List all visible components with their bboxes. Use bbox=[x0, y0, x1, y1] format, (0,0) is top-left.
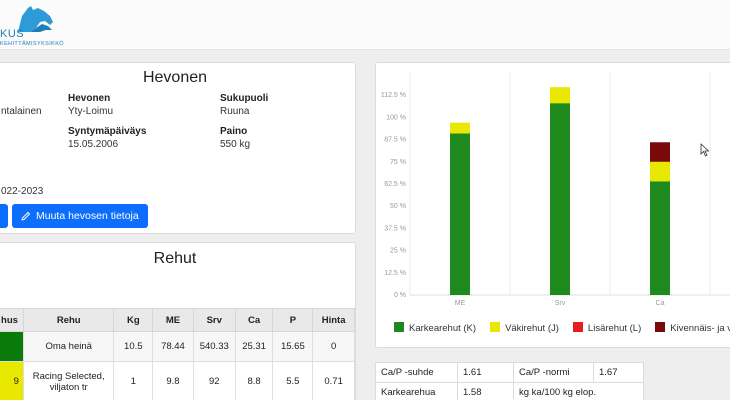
col-header: Hinta bbox=[312, 308, 355, 332]
chart-legend: Karkearehut (K) Väkirehut (J) Lisärehut … bbox=[394, 322, 730, 334]
bar-segment bbox=[650, 181, 670, 295]
bar-segment bbox=[550, 103, 570, 295]
feed-me: 9.8 bbox=[152, 361, 194, 400]
feed-name: Racing Selected, viljaton tr bbox=[22, 361, 115, 400]
feed-p: 15.65 bbox=[272, 331, 314, 362]
table-row[interactable]: Oma heinä 10.5 78.44 540.33 25.31 15.65 … bbox=[0, 331, 355, 362]
y-tick-label: 87.5 % bbox=[384, 137, 406, 144]
birthdate-label: Syntymäpäiväys bbox=[68, 126, 147, 137]
feed-price: 0.71 bbox=[312, 361, 355, 400]
ratio-label: Karkearehua bbox=[375, 382, 458, 400]
weight-label: Paino bbox=[220, 126, 248, 137]
bar-segment bbox=[450, 122, 470, 134]
y-tick-label: 12.5 % bbox=[384, 270, 406, 277]
feed-table: hus Rehu Kg ME Srv Ca P Hinta Oma heinä … bbox=[0, 308, 355, 400]
legend-item[interactable]: Lisärehut (L) bbox=[572, 322, 642, 334]
horse-info-card: Hevonen ntalainen Hevonen Yty-Loimu Suku… bbox=[0, 62, 356, 234]
ratio-label: kg ka/100 kg elop. bbox=[513, 382, 644, 400]
legend-swatch bbox=[655, 322, 666, 332]
legend-label: Karkearehut (K) bbox=[409, 323, 477, 334]
feed-price: 0 bbox=[312, 331, 355, 362]
legend-swatch bbox=[572, 322, 583, 332]
horse-name-label: Hevonen bbox=[68, 93, 111, 104]
feed-me: 78.44 bbox=[152, 331, 194, 362]
feed-srv: 92 bbox=[192, 361, 236, 400]
feed-type-swatch bbox=[0, 331, 24, 362]
owner-fragment: ntalainen bbox=[1, 106, 42, 117]
table-row: Ca/P -suhde 1.61 Ca/P -normi 1.67 bbox=[375, 362, 644, 383]
y-tick-label: 75 % bbox=[390, 159, 406, 166]
ratio-table: Ca/P -suhde 1.61 Ca/P -normi 1.67 Karkea… bbox=[375, 362, 644, 400]
x-tick-label: Srv bbox=[555, 300, 566, 307]
legend-item[interactable]: Väkirehut (J) bbox=[490, 322, 559, 334]
y-tick-label: 37.5 % bbox=[384, 225, 406, 232]
edit-horse-button-label: Muuta hevosen tietoja bbox=[36, 210, 139, 222]
feed-srv: 540.33 bbox=[192, 331, 236, 362]
horse-card-title: Hevonen bbox=[142, 69, 208, 86]
ratio-label: Ca/P -suhde bbox=[375, 362, 458, 383]
feed-type-swatch: 9 bbox=[0, 361, 24, 400]
horse-name-value: Yty-Loimu bbox=[68, 106, 114, 117]
feed-card: Rehut hus Rehu Kg ME Srv Ca P Hinta Oma … bbox=[0, 242, 356, 400]
nutrient-chart-card: 0 % 12.5 % 25 % 37.5 % 50 % 62.5 % 75 % 87.5 % 1… bbox=[375, 62, 730, 348]
col-header: Kg bbox=[113, 308, 154, 332]
bar-segment bbox=[650, 142, 670, 162]
birthdate-value: 15.05.2006 bbox=[68, 139, 119, 150]
sex-value: Ruuna bbox=[220, 106, 250, 117]
logo[interactable]: KUS KEHITTÄMISYKSIKKÖ bbox=[0, 2, 80, 48]
table-row[interactable]: 9 Racing Selected, viljaton tr 1 9.8 92 … bbox=[0, 361, 355, 400]
x-tick-label: Ca bbox=[656, 300, 665, 307]
bar-segment bbox=[550, 87, 570, 104]
bar-segment bbox=[650, 161, 670, 182]
top-bar: KUS KEHITTÄMISYKSIKKÖ bbox=[0, 0, 730, 50]
x-tick-label: ME bbox=[455, 300, 466, 307]
feed-kg: 1 bbox=[113, 361, 154, 400]
y-tick-label: 112.5 % bbox=[381, 92, 406, 99]
ratio-value: 1.67 bbox=[593, 362, 644, 383]
legend-label: Väkirehut (J) bbox=[505, 323, 559, 334]
ratio-value: 1.61 bbox=[457, 362, 514, 383]
bar-segment bbox=[450, 133, 470, 295]
y-tick-label: 62.5 % bbox=[384, 181, 406, 188]
legend-swatch bbox=[490, 322, 501, 332]
y-tick-label: 25 % bbox=[390, 248, 406, 255]
season-fragment: 022-2023 bbox=[1, 186, 44, 197]
feed-ca: 8.8 bbox=[234, 361, 274, 400]
horse-logo-icon bbox=[18, 6, 53, 32]
y-tick-label: 0 % bbox=[394, 292, 406, 299]
feed-kg: 10.5 bbox=[113, 331, 154, 362]
feed-ca: 25.31 bbox=[234, 331, 274, 362]
legend-label: Kivennäis- ja v bbox=[670, 323, 730, 334]
ratio-value: 1.58 bbox=[457, 382, 514, 400]
col-header: ME bbox=[152, 308, 194, 332]
legend-label: Lisärehut (L) bbox=[587, 323, 642, 334]
mouse-cursor-icon bbox=[700, 143, 710, 157]
nutrient-chart: 0 % 12.5 % 25 % 37.5 % 50 % 62.5 % 75 % 87.5 % 1… bbox=[381, 73, 730, 307]
legend-swatch bbox=[394, 322, 404, 332]
sex-label: Sukupuoli bbox=[220, 93, 269, 104]
logo-text: KUS bbox=[0, 28, 25, 40]
pencil-icon bbox=[21, 211, 31, 221]
col-header: hus bbox=[0, 308, 24, 332]
table-row: Karkearehua 1.58 kg ka/100 kg elop. bbox=[375, 382, 644, 400]
ratio-label: Ca/P -normi bbox=[513, 362, 594, 383]
feed-name: Oma heinä bbox=[22, 331, 115, 362]
y-tick-label: 50 % bbox=[390, 203, 406, 210]
legend-item[interactable]: Kivennäis- ja v bbox=[655, 322, 730, 334]
y-tick-label: 100 % bbox=[386, 114, 406, 121]
col-header: Rehu bbox=[22, 308, 115, 332]
col-header: Srv bbox=[192, 308, 236, 332]
logo-subtitle: KEHITTÄMISYKSIKKÖ bbox=[0, 41, 64, 47]
edit-horse-button[interactable]: Muuta hevosen tietoja bbox=[12, 204, 148, 228]
col-header: Ca bbox=[234, 308, 274, 332]
feed-table-header: hus Rehu Kg ME Srv Ca P Hinta bbox=[0, 308, 355, 332]
feed-p: 5.5 bbox=[272, 361, 314, 400]
partial-button[interactable] bbox=[0, 204, 8, 228]
col-header: P bbox=[272, 308, 314, 332]
weight-value: 550 kg bbox=[220, 139, 251, 150]
feed-card-title: Rehut bbox=[153, 250, 197, 267]
legend-item[interactable]: Karkearehut (K) bbox=[394, 322, 476, 334]
